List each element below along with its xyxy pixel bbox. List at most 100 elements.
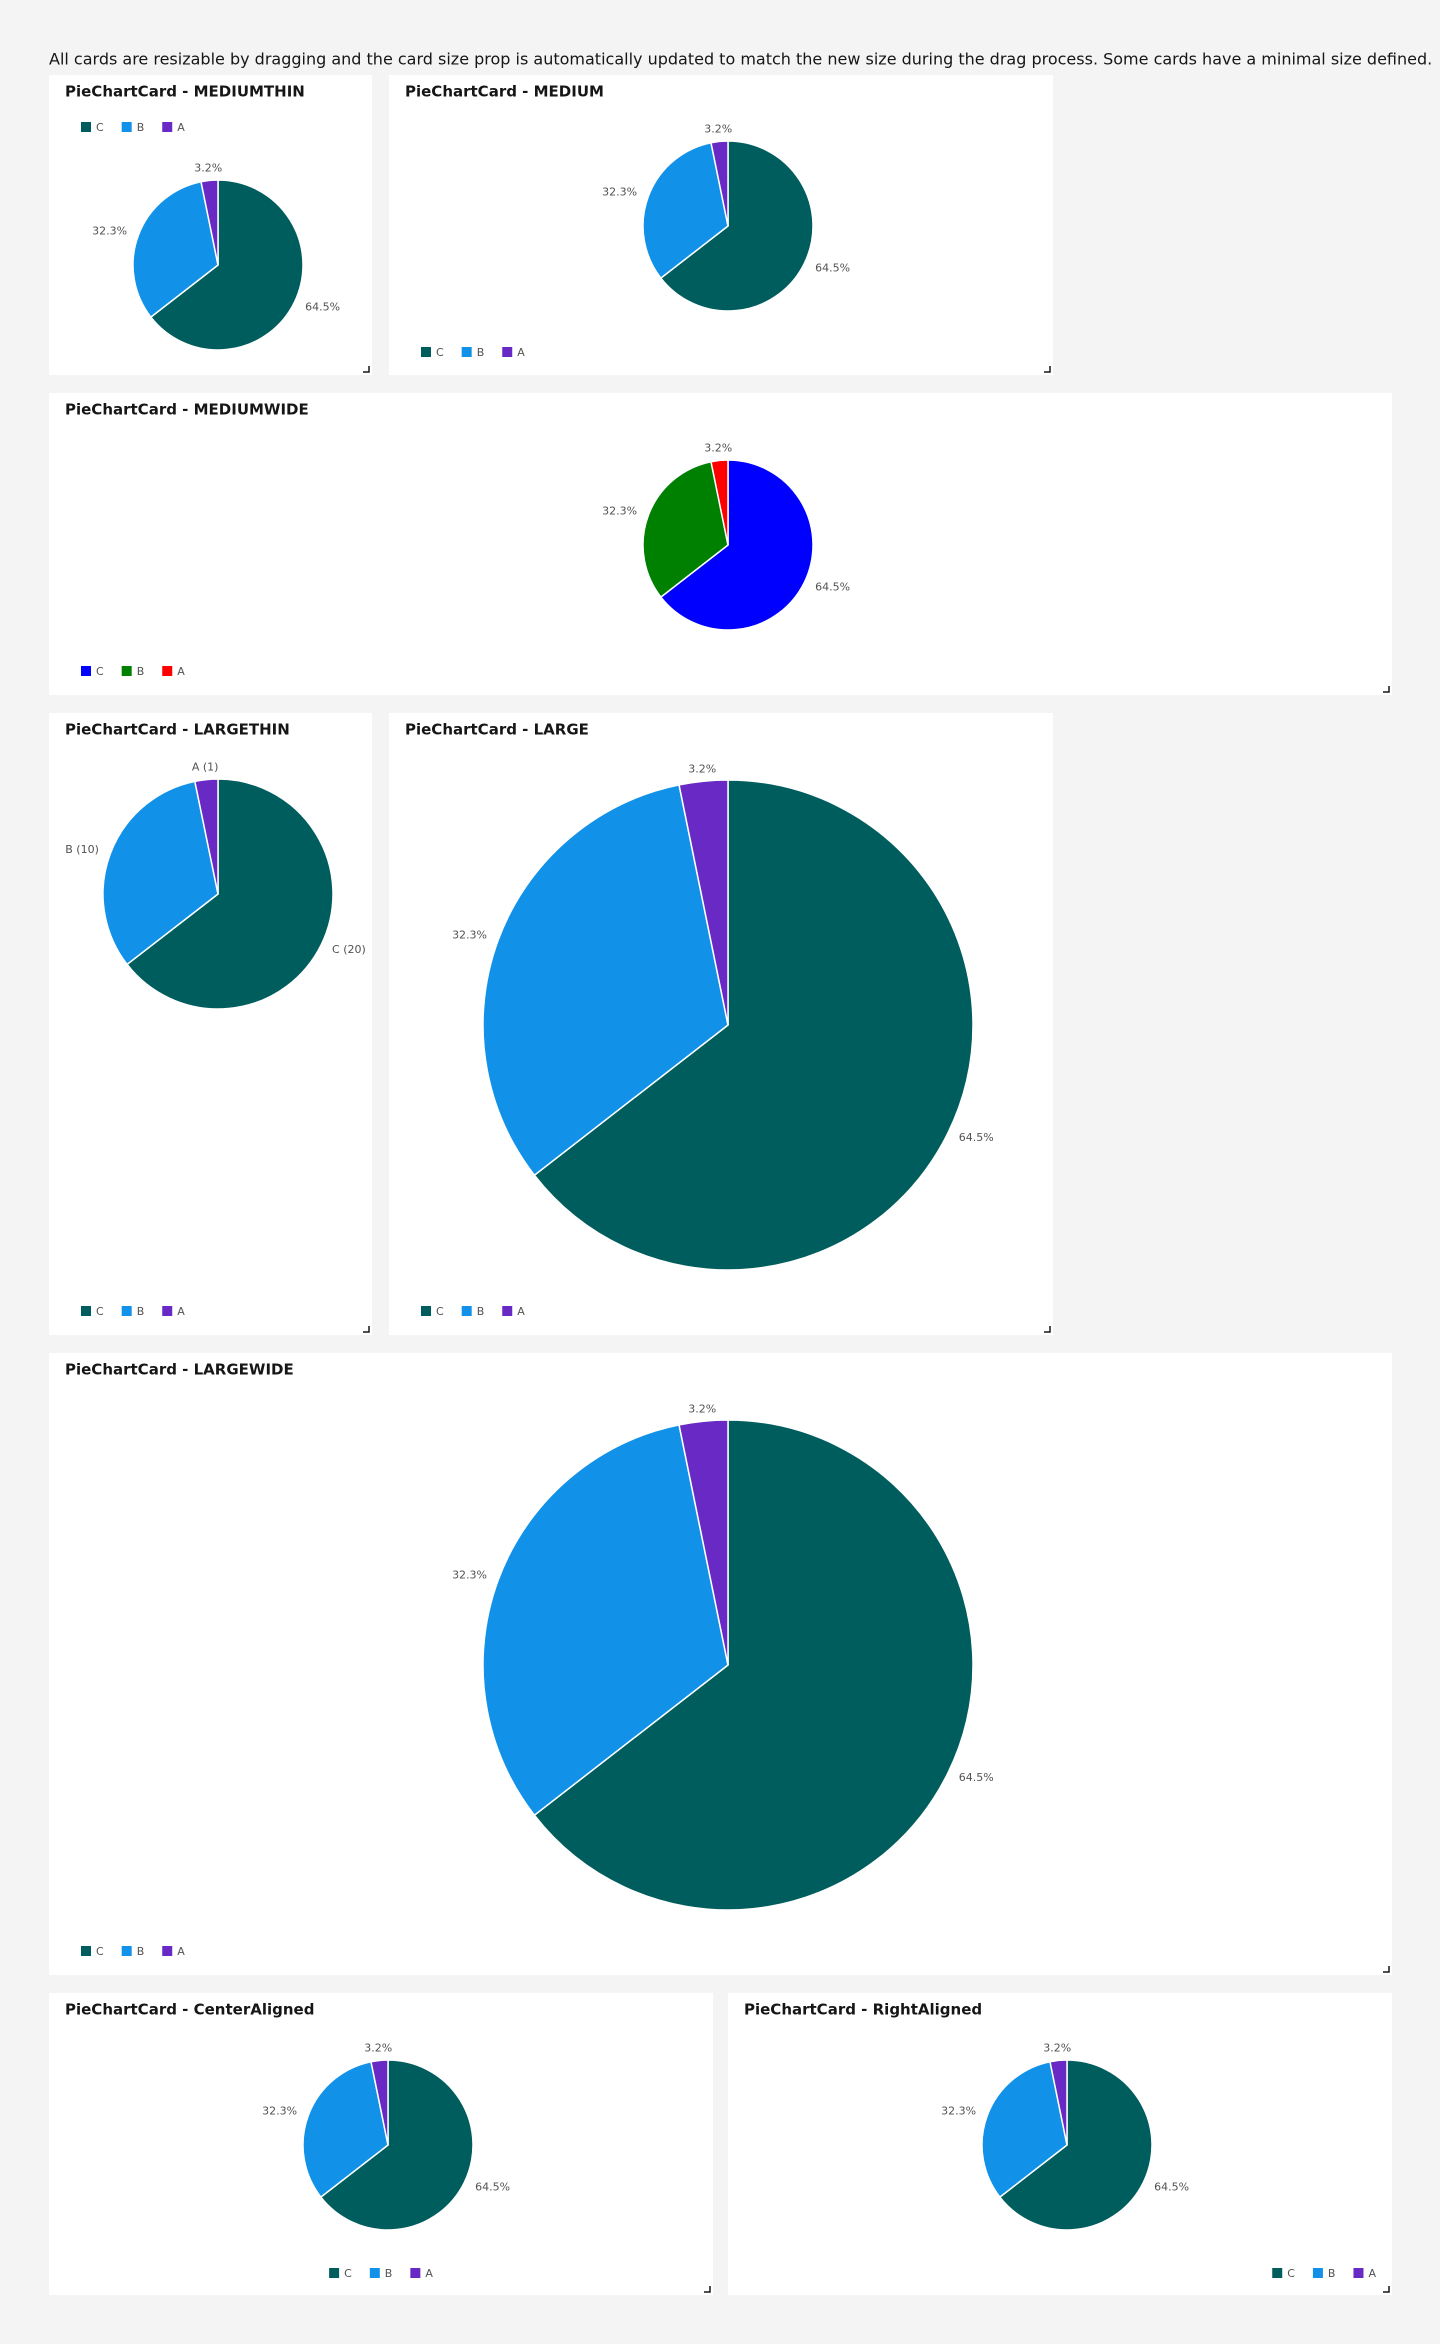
card-title: PieChartCard - MEDIUMWIDE (65, 401, 309, 419)
legend-swatch (502, 1306, 513, 1316)
legend-label: C (436, 1305, 444, 1318)
legend-label: C (96, 1945, 104, 1958)
pie-slice (102, 780, 219, 966)
slice-label: 3.2% (704, 441, 732, 454)
pie-slice (132, 180, 219, 319)
legend-swatch (1272, 2268, 1283, 2278)
legend-swatch (502, 347, 513, 357)
pie-slice (642, 460, 729, 599)
card-title: PieChartCard - MEDIUMTHIN (65, 83, 305, 101)
slice-label: 64.5% (959, 1771, 994, 1784)
legend-swatch (81, 1306, 91, 1316)
card-title: PieChartCard - LARGETHIN (65, 721, 290, 739)
pie-slice (370, 2059, 389, 2146)
card-title: PieChartCard - CenterAligned (65, 2001, 314, 2019)
pie-slice (710, 459, 729, 546)
slice-label: 3.2% (194, 161, 222, 174)
description: All cards are resizable by dragging and … (49, 50, 1432, 69)
slice-label: 32.3% (92, 224, 127, 237)
slice-label: 64.5% (815, 581, 850, 594)
resize-handle (1383, 1966, 1390, 1973)
legend-swatch (410, 2268, 421, 2278)
legend-swatch (121, 122, 132, 132)
slice-label: 3.2% (688, 1402, 716, 1415)
pie-slice (533, 1419, 974, 1911)
pie-slice (678, 779, 729, 1026)
card-title: PieChartCard - LARGE (405, 721, 589, 739)
slice-label: B (10) (65, 843, 99, 856)
slice-label: 32.3% (941, 2104, 976, 2117)
legend-label: C (1287, 2267, 1295, 2280)
legend-swatch (162, 666, 173, 676)
pie-slice (1049, 2059, 1068, 2146)
card: PieChartCard - LARGEWIDE 64.5% 32.3% 3.2% C B… (49, 1353, 1392, 1975)
pie-slice (149, 179, 304, 351)
legend-label: B (385, 2267, 393, 2280)
slice-label: 64.5% (959, 1131, 994, 1144)
legend-swatch (162, 122, 173, 132)
slice-label: 64.5% (475, 2181, 510, 2194)
legend-label: C (344, 2267, 352, 2280)
pie-slice (678, 1419, 729, 1666)
legend-swatch (369, 2268, 380, 2278)
legend-label: B (477, 346, 485, 359)
pie-slice (659, 140, 814, 312)
slice-label: 3.2% (1043, 2041, 1071, 2054)
slice-label: 3.2% (688, 762, 716, 775)
legend-swatch (421, 347, 431, 357)
legend-label: A (1368, 2267, 1376, 2280)
pie-slice (200, 179, 219, 266)
legend-swatch (461, 1306, 472, 1316)
legend-label: B (137, 1945, 145, 1958)
pie-slice (302, 2060, 389, 2199)
slice-label: 64.5% (815, 262, 850, 275)
slice-label: C (20) (332, 943, 366, 956)
pie-slice (659, 459, 814, 631)
legend-swatch (162, 1946, 173, 1956)
slice-label: 3.2% (704, 122, 732, 135)
slice-label: 64.5% (1154, 2181, 1189, 2194)
legend-label: C (96, 1305, 104, 1318)
legend-label: C (96, 121, 104, 134)
card: PieChartCard - LARGETHIN C (20) B (10) A (1… (49, 713, 372, 1335)
legend-swatch (421, 1306, 431, 1316)
legend-label: B (477, 1305, 485, 1318)
card: PieChartCard - CenterAligned 64.5% 32.3% 3.… (49, 1993, 713, 2295)
legend-label: B (137, 665, 145, 678)
legend-label: A (517, 346, 525, 359)
legend-label: C (96, 665, 104, 678)
slice-label: 3.2% (364, 2041, 392, 2054)
pie-slice (998, 2059, 1153, 2231)
legend-swatch (81, 122, 91, 132)
pie-slice (319, 2059, 474, 2231)
legend-swatch (162, 1306, 173, 1316)
pie-slice (981, 2060, 1068, 2199)
resize-handle (363, 366, 370, 373)
resize-handle (1383, 2286, 1390, 2293)
slice-label: 32.3% (262, 2104, 297, 2117)
card: PieChartCard - RightAligned 64.5% 32.3% 3.2… (728, 1993, 1392, 2295)
legend-swatch (121, 1946, 132, 1956)
legend-label: C (436, 346, 444, 359)
card: PieChartCard - MEDIUM 64.5% 32.3% 3.2% C B A (389, 75, 1053, 375)
legend-label: B (1328, 2267, 1336, 2280)
slice-label: 32.3% (452, 929, 487, 942)
legend-swatch (121, 666, 132, 676)
resize-handle (1044, 1326, 1051, 1333)
resize-handle (704, 2286, 711, 2293)
legend-label: B (137, 1305, 145, 1318)
legend-label: A (177, 121, 185, 134)
legend-swatch (329, 2268, 340, 2278)
legend-label: A (177, 665, 185, 678)
pie-slice (533, 779, 974, 1271)
card-title: PieChartCard - LARGEWIDE (65, 1361, 294, 1379)
pie-slice (126, 778, 334, 1010)
legend-swatch (461, 347, 472, 357)
card: PieChartCard - MEDIUMTHIN 64.5% 32.3% 3.2% C… (49, 75, 372, 375)
